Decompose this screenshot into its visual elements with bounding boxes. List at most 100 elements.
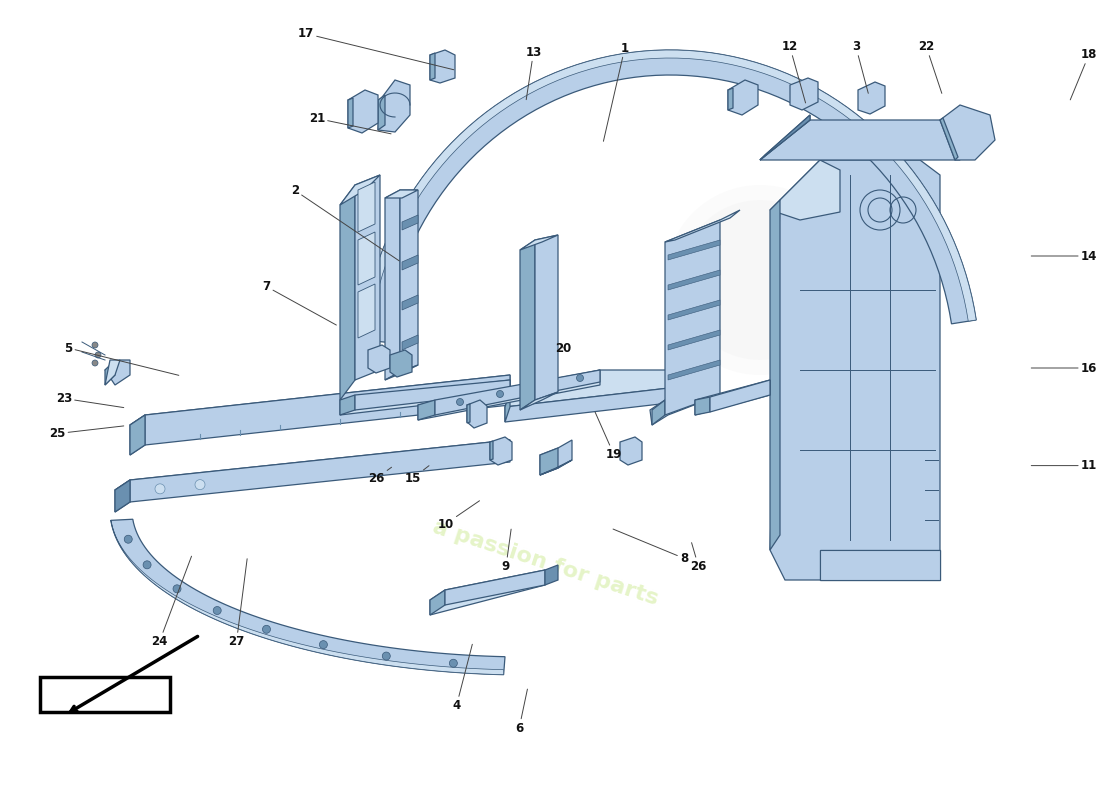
Polygon shape — [760, 115, 810, 160]
Polygon shape — [430, 590, 446, 615]
Text: 2: 2 — [290, 184, 399, 261]
Circle shape — [155, 484, 165, 494]
Polygon shape — [418, 370, 600, 420]
Polygon shape — [362, 50, 976, 341]
Polygon shape — [390, 350, 412, 377]
Polygon shape — [130, 415, 145, 455]
Circle shape — [213, 606, 221, 614]
Text: 3: 3 — [851, 40, 868, 94]
Polygon shape — [348, 98, 353, 128]
Text: 21: 21 — [309, 112, 392, 134]
Polygon shape — [116, 440, 510, 495]
Polygon shape — [130, 440, 510, 502]
Polygon shape — [340, 175, 379, 205]
Polygon shape — [668, 270, 720, 290]
Polygon shape — [728, 80, 758, 115]
Polygon shape — [340, 395, 355, 415]
Polygon shape — [385, 365, 418, 380]
Circle shape — [92, 342, 98, 348]
Polygon shape — [710, 380, 770, 412]
Polygon shape — [666, 210, 740, 242]
Circle shape — [450, 659, 458, 667]
Polygon shape — [668, 300, 720, 320]
Polygon shape — [468, 400, 487, 428]
Polygon shape — [940, 118, 958, 160]
Polygon shape — [728, 88, 733, 110]
Polygon shape — [402, 335, 418, 350]
Polygon shape — [340, 185, 355, 400]
Polygon shape — [650, 380, 721, 425]
Polygon shape — [368, 345, 390, 373]
Circle shape — [537, 382, 543, 390]
Polygon shape — [540, 440, 572, 475]
Polygon shape — [770, 160, 940, 580]
Polygon shape — [355, 380, 510, 410]
Polygon shape — [104, 360, 130, 385]
Polygon shape — [666, 220, 720, 415]
Polygon shape — [402, 255, 418, 270]
Text: 11: 11 — [1032, 459, 1097, 472]
Polygon shape — [430, 53, 434, 80]
Circle shape — [383, 652, 390, 660]
Polygon shape — [540, 460, 572, 475]
Text: 26: 26 — [368, 467, 392, 485]
Polygon shape — [430, 50, 455, 83]
Text: 7: 7 — [262, 280, 337, 325]
Polygon shape — [695, 380, 770, 415]
Polygon shape — [520, 235, 558, 250]
Polygon shape — [402, 215, 418, 230]
Text: 26: 26 — [691, 542, 706, 573]
Polygon shape — [111, 519, 505, 674]
Polygon shape — [820, 550, 940, 580]
Circle shape — [576, 374, 583, 382]
Text: 12: 12 — [782, 40, 805, 103]
Polygon shape — [770, 200, 780, 550]
Polygon shape — [858, 82, 886, 114]
Polygon shape — [434, 370, 600, 415]
Polygon shape — [505, 392, 510, 422]
Text: 25: 25 — [50, 426, 123, 440]
Circle shape — [263, 626, 271, 634]
Circle shape — [124, 535, 132, 543]
Text: 17: 17 — [298, 27, 454, 70]
Circle shape — [95, 352, 101, 358]
Text: 16: 16 — [1032, 362, 1097, 374]
Polygon shape — [490, 437, 512, 465]
Circle shape — [195, 480, 205, 490]
Polygon shape — [468, 404, 470, 423]
Text: 1: 1 — [604, 42, 629, 142]
Polygon shape — [544, 565, 558, 585]
Polygon shape — [505, 385, 695, 422]
Polygon shape — [770, 160, 840, 220]
Polygon shape — [790, 78, 818, 110]
Polygon shape — [111, 520, 504, 674]
Polygon shape — [535, 235, 558, 400]
Polygon shape — [695, 397, 710, 415]
Polygon shape — [940, 105, 996, 160]
Polygon shape — [104, 360, 116, 385]
Polygon shape — [116, 480, 130, 512]
Polygon shape — [385, 190, 418, 198]
Circle shape — [143, 561, 151, 569]
Polygon shape — [668, 240, 720, 260]
Text: 4: 4 — [452, 644, 472, 712]
Polygon shape — [130, 375, 510, 432]
Circle shape — [319, 641, 328, 649]
Circle shape — [456, 398, 463, 406]
Polygon shape — [355, 175, 380, 380]
Polygon shape — [540, 448, 558, 475]
Polygon shape — [385, 190, 400, 380]
Polygon shape — [402, 295, 418, 310]
Polygon shape — [520, 392, 558, 410]
Polygon shape — [418, 400, 434, 420]
Polygon shape — [446, 570, 544, 605]
Text: 13: 13 — [526, 46, 541, 100]
Polygon shape — [760, 115, 810, 160]
Polygon shape — [358, 284, 375, 338]
Text: 20: 20 — [556, 342, 571, 354]
Polygon shape — [116, 480, 130, 512]
Bar — [40, 677, 170, 712]
Text: 22: 22 — [918, 40, 942, 94]
Text: 23: 23 — [56, 392, 124, 407]
Polygon shape — [820, 550, 940, 580]
